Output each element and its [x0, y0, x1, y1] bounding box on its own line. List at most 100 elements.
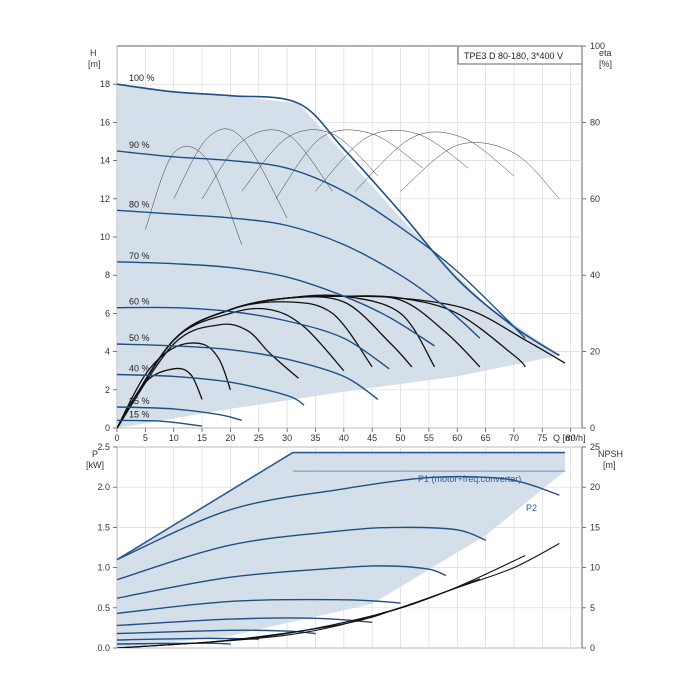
- head-plot: 0 5 10 15 20 25 30 35 40 45 50 55 60 65 70 75 80 0 2 4 6 8 10…: [88, 41, 612, 443]
- h-tick-label: 14: [100, 156, 110, 166]
- eta-axis-unit: [%]: [599, 59, 612, 69]
- power-curve: [117, 598, 401, 615]
- q-tick-label: 40: [339, 433, 349, 443]
- eta-tick-label: 60: [590, 194, 600, 204]
- head-curve: [117, 209, 481, 339]
- head-curve: [117, 150, 526, 339]
- efficiency-percent-curve: [241, 129, 379, 192]
- power-envelope-area: [117, 452, 565, 648]
- efficiency-percent-curve: [145, 146, 243, 245]
- speed-percent-label: 40 %: [129, 364, 150, 374]
- h-tick-label: 12: [100, 194, 110, 204]
- p-tick-label: 2.5: [97, 442, 110, 452]
- eta-tick-label: 40: [590, 270, 600, 280]
- q-tick-label: 25: [254, 433, 264, 443]
- power-curve: [117, 526, 486, 581]
- operating-envelope-area: [117, 84, 560, 428]
- h-tick-label: 2: [105, 385, 110, 395]
- speed-percent-label: 60 %: [129, 297, 150, 307]
- p-tick-label: 1.5: [97, 522, 110, 532]
- speed-percent-label: 100 %: [129, 73, 155, 83]
- head-curves: [117, 83, 560, 427]
- npsh-curve: [117, 578, 481, 648]
- p-axis-unit: [kW]: [86, 460, 104, 470]
- p1-limit-line: [117, 451, 565, 561]
- eta-tick-label: 80: [590, 117, 600, 127]
- power-curve: [117, 565, 447, 599]
- p-axis-ticks: 0.0 0.5 1.0 1.5 2.0 2.5: [97, 442, 117, 653]
- eta-tick-label: 20: [590, 347, 600, 357]
- q-tick-label: 45: [367, 433, 377, 443]
- efficiency-percent-curve: [400, 142, 560, 199]
- legend-p2: P2: [526, 503, 537, 513]
- q-tick-label: 80: [566, 433, 576, 443]
- h-tick-label: 18: [100, 79, 110, 89]
- q-tick-label: 20: [225, 433, 235, 443]
- head-curve: [117, 406, 242, 422]
- speed-percent-label: 80 %: [129, 199, 150, 209]
- legend-p1: P1 (motor+freq.converter): [418, 474, 521, 484]
- head-curve: [117, 373, 305, 406]
- h-axis-label: H: [90, 48, 97, 58]
- efficiency-percent-curve: [355, 131, 515, 192]
- npsh-tick-label: 25: [590, 442, 600, 452]
- p-axis-label: P: [92, 449, 98, 459]
- h-tick-label: 4: [105, 347, 110, 357]
- head-curve: [117, 83, 560, 357]
- q-tick-label: 55: [424, 433, 434, 443]
- head-curve: [117, 419, 203, 427]
- q-tick-label: 75: [537, 433, 547, 443]
- speed-percent-label: 70 %: [129, 251, 150, 261]
- p-tick-label: 0.0: [97, 643, 110, 653]
- head-curve: [117, 343, 379, 400]
- q-tick-label: 10: [169, 433, 179, 443]
- q-tick-label: 50: [396, 433, 406, 443]
- npsh-tick-label: 5: [590, 603, 595, 613]
- speed-percent-label: 15 %: [129, 409, 150, 419]
- p-tick-label: 0.5: [97, 603, 110, 613]
- eta-tick-label: 0: [590, 423, 595, 433]
- efficiency-curve: [117, 342, 232, 428]
- efficiency-percent-curve: [201, 129, 333, 199]
- q-tick-label: 5: [143, 433, 148, 443]
- chart-title-box: [457, 45, 583, 65]
- eta-axis-ticks: 0 20 40 60 80 100: [582, 41, 605, 433]
- q-tick-label: 65: [481, 433, 491, 443]
- power-curve: [117, 475, 560, 561]
- p-tick-label: 2.0: [97, 482, 110, 492]
- efficiency-percent-curve: [275, 129, 424, 199]
- h-tick-label: 8: [105, 270, 110, 280]
- npsh-axis-unit: [m]: [603, 460, 616, 470]
- speed-percent-labels: 100 % 90 % 80 % 70 % 60 % 50 % 40 % 25 % 15 %: [129, 73, 155, 419]
- speed-percent-label: 50 %: [129, 333, 150, 343]
- chart-title: TPE3 D 80-180, 3*400 V: [464, 51, 563, 61]
- h-tick-label: 0: [105, 423, 110, 433]
- h-tick-label: 6: [105, 308, 110, 318]
- head-curve: [117, 306, 390, 370]
- speed-percent-label: 90 %: [129, 140, 150, 150]
- eta-axis-label: eta: [599, 48, 612, 58]
- npsh-axis-label: NPSH: [598, 449, 623, 459]
- efficiency-curve: [117, 323, 299, 428]
- npsh-curves: [117, 543, 560, 648]
- power-plot: 0.0 0.5 1.0 1.5 2.0 2.5 0 5 10 15 20 25 P [kW] NPS…: [86, 442, 623, 653]
- h-tick-label: 10: [100, 232, 110, 242]
- q-axis-ticks: 0 5 10 15 20 25 30 35 40 45 50 55 60 65 70 75 80: [114, 428, 576, 443]
- h-axis-ticks: 0 2 4 6 8 10 12 14 16 18: [100, 79, 117, 433]
- q-tick-label: 30: [282, 433, 292, 443]
- h-tick-label: 16: [100, 117, 110, 127]
- head-curve: [117, 261, 435, 347]
- q-tick-label: 15: [197, 433, 207, 443]
- q-tick-label: 70: [509, 433, 519, 443]
- npsh-tick-label: 20: [590, 482, 600, 492]
- npsh-tick-label: 10: [590, 563, 600, 573]
- speed-percent-label: 25 %: [129, 396, 150, 406]
- q-tick-label: 35: [310, 433, 320, 443]
- q-axis-label: Q [m³/h]: [553, 433, 586, 443]
- power-curve: [117, 642, 231, 645]
- efficiency-percent-curve: [315, 130, 469, 192]
- p-tick-label: 1.0: [97, 563, 110, 573]
- npsh-tick-label: 15: [590, 522, 600, 532]
- npsh-axis-ticks: 0 5 10 15 20 25: [582, 442, 600, 653]
